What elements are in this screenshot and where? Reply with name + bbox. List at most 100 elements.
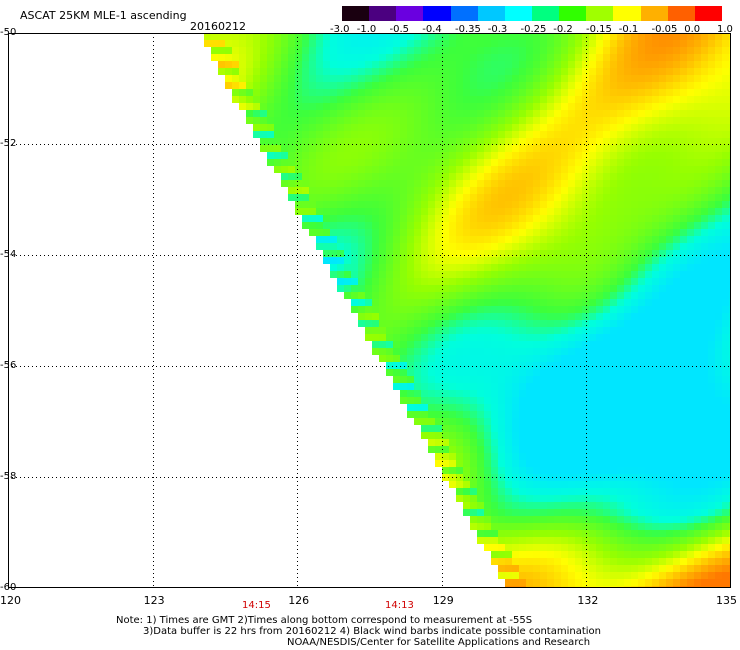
data-pixel (582, 82, 589, 89)
data-pixel (281, 33, 288, 40)
data-pixel (386, 54, 393, 61)
data-pixel (666, 446, 673, 453)
data-pixel (477, 40, 484, 47)
data-pixel (295, 75, 302, 82)
data-pixel (491, 103, 498, 110)
data-pixel (393, 285, 400, 292)
data-pixel (239, 68, 246, 75)
data-pixel (680, 145, 687, 152)
data-pixel (477, 264, 484, 271)
data-pixel (386, 222, 393, 229)
data-pixel (295, 145, 302, 152)
data-pixel (470, 488, 477, 495)
data-pixel (659, 299, 666, 306)
data-pixel (652, 404, 659, 411)
data-pixel (533, 348, 540, 355)
data-pixel (379, 285, 386, 292)
data-pixel (701, 460, 708, 467)
data-pixel (575, 446, 582, 453)
data-pixel (715, 334, 722, 341)
data-pixel (631, 467, 638, 474)
data-pixel (610, 334, 617, 341)
data-pixel (449, 215, 456, 222)
colorbar-tick-label: -0.4 (422, 24, 442, 35)
data-swath (204, 33, 731, 588)
time-label-1413: 14:13 (385, 600, 414, 611)
data-pixel (512, 75, 519, 82)
data-pixel (288, 96, 295, 103)
data-pixel (596, 131, 603, 138)
data-pixel (484, 397, 491, 404)
latitude-label: -54 (0, 249, 17, 260)
data-pixel (323, 131, 330, 138)
data-pixel (673, 271, 680, 278)
data-pixel (540, 285, 547, 292)
data-pixel (624, 418, 631, 425)
data-pixel (526, 516, 533, 523)
data-pixel (575, 299, 582, 306)
data-pixel (645, 110, 652, 117)
data-pixel (547, 565, 554, 572)
data-pixel (449, 390, 456, 397)
data-pixel (568, 54, 575, 61)
data-pixel (435, 334, 442, 341)
data-pixel (470, 117, 477, 124)
data-pixel (701, 341, 708, 348)
data-pixel (617, 250, 624, 257)
data-pixel (575, 579, 582, 586)
data-pixel (442, 285, 449, 292)
data-pixel (407, 166, 414, 173)
data-pixel (561, 222, 568, 229)
data-pixel (715, 166, 722, 173)
data-pixel (652, 215, 659, 222)
data-pixel (694, 376, 701, 383)
data-pixel (526, 341, 533, 348)
plot-frame (8, 33, 731, 588)
data-pixel (358, 75, 365, 82)
data-pixel (652, 299, 659, 306)
data-pixel (407, 103, 414, 110)
data-pixel (617, 292, 624, 299)
data-pixel (498, 145, 505, 152)
data-pixel (449, 411, 456, 418)
data-pixel (267, 40, 274, 47)
data-pixel (414, 138, 421, 145)
data-pixel (547, 145, 554, 152)
data-pixel (687, 292, 694, 299)
data-pixel (554, 397, 561, 404)
data-pixel (533, 82, 540, 89)
data-pixel (561, 61, 568, 68)
data-pixel (484, 516, 491, 523)
data-pixel (645, 453, 652, 460)
data-pixel (708, 495, 715, 502)
data-pixel (715, 208, 722, 215)
data-pixel (568, 222, 575, 229)
data-pixel (624, 54, 631, 61)
data-pixel (428, 68, 435, 75)
data-pixel (267, 33, 274, 40)
data-pixel (645, 306, 652, 313)
data-pixel (694, 117, 701, 124)
data-pixel (519, 89, 526, 96)
data-pixel (484, 355, 491, 362)
data-pixel (470, 292, 477, 299)
data-pixel (540, 264, 547, 271)
data-pixel (701, 103, 708, 110)
data-pixel (512, 292, 519, 299)
data-pixel (666, 551, 673, 558)
data-pixel (519, 194, 526, 201)
data-pixel (274, 68, 281, 75)
data-pixel (715, 530, 722, 537)
data-pixel (316, 159, 323, 166)
data-pixel (554, 376, 561, 383)
data-pixel (372, 159, 379, 166)
data-pixel (533, 467, 540, 474)
data-pixel (435, 425, 442, 432)
data-pixel (477, 502, 484, 509)
data-pixel (407, 299, 414, 306)
data-pixel (442, 145, 449, 152)
data-pixel (554, 355, 561, 362)
data-pixel (673, 152, 680, 159)
data-pixel (540, 460, 547, 467)
data-pixel (561, 390, 568, 397)
